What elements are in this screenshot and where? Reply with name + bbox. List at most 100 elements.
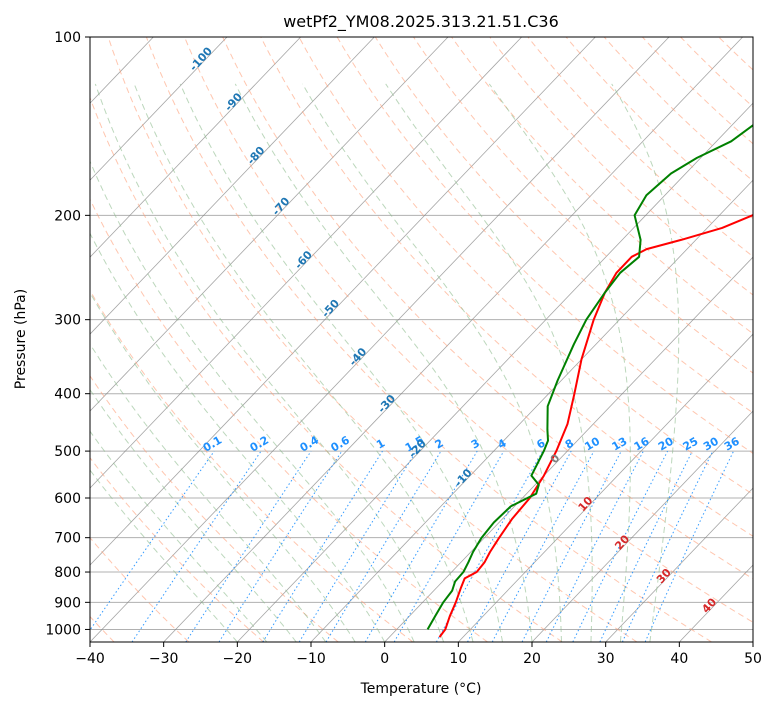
moist-adiabat-line (90, 232, 386, 642)
x-tick-label: 50 (744, 651, 762, 667)
dry-adiabat-line (336, 37, 753, 454)
moist-adiabat-line (90, 160, 415, 642)
isotherm-line (90, 37, 522, 489)
dry-adiabat-line (565, 37, 753, 220)
background-reference-lines (0, 37, 775, 642)
moist-adiabat-line (90, 388, 297, 642)
isotherm-label: -70 (270, 194, 293, 218)
isotherm-line (458, 333, 753, 642)
dry-adiabat-line (260, 37, 753, 537)
moist-adiabat-line (90, 430, 268, 642)
dry-adiabat-line (184, 37, 753, 623)
moist-adiabat-line (90, 469, 238, 642)
moist-adiabat-line (611, 83, 680, 642)
isotherm-line (163, 37, 743, 642)
isotherm-line (752, 641, 753, 642)
mixing-ratio-line (90, 450, 215, 631)
chart-title: wetPf2_YM08.2025.313.21.51.C36 (283, 12, 559, 32)
moist-adiabat-line (90, 343, 327, 642)
y-tick-label: 300 (54, 313, 81, 329)
y-tick-label: 600 (54, 491, 81, 507)
isotherm-line (90, 37, 670, 642)
dry-adiabat-line (757, 37, 775, 642)
x-axis: −40 −30 −20 −10 0 10 20 30 40 50 (75, 642, 762, 667)
dry-adiabat-line (107, 37, 638, 642)
y-tick-label: 1000 (45, 622, 81, 638)
isotherm-line (0, 37, 6, 642)
mixing-ratio-line (644, 450, 735, 642)
dry-adiabat-line (298, 37, 753, 496)
profile-series (426, 124, 753, 638)
isotherm-label: -80 (245, 144, 268, 168)
y-tick-label: 100 (54, 30, 81, 46)
mixing-ratio-label: 2 (433, 437, 446, 452)
isotherm-line (90, 37, 228, 181)
dry-adiabat-line (374, 37, 753, 414)
mixing-ratio-label: 4 (495, 436, 508, 451)
isotherm-line (90, 37, 449, 412)
isotherm-line (90, 37, 596, 566)
isotherm-label: -100 (187, 44, 215, 73)
mixing-ratio-line (325, 450, 442, 642)
reference-line-labels: 0.1 0.2 0.4 0.6 1 1.5 2 3 4 6 8 10 13 16 20 25 30 36-100-… (187, 44, 742, 615)
mixing-ratio-line (435, 450, 544, 642)
moist-adiabat-line (179, 83, 503, 642)
isotherm-label: -90 (222, 90, 245, 114)
isotherm-line (679, 564, 753, 642)
mixing-ratio-line (131, 450, 262, 642)
moist-adiabat-line (94, 83, 445, 642)
dry-adiabat-line (90, 96, 563, 642)
x-tick-label: 30 (597, 651, 615, 667)
x-tick-label: 0 (380, 651, 389, 667)
isotherm-line (531, 410, 753, 642)
x-tick-label: 40 (670, 651, 688, 667)
moist-adiabat-line (302, 83, 562, 642)
mixing-ratio-line (393, 450, 505, 642)
dry-adiabat-line (642, 37, 753, 145)
isotherm-label: 20 (612, 532, 632, 552)
x-tick-label: 20 (523, 651, 541, 667)
x-tick-label: −40 (75, 651, 105, 667)
y-tick-label: 500 (54, 444, 81, 460)
plot-frame (89, 36, 754, 643)
dry-adiabat-line (222, 37, 753, 580)
mixing-ratio-line (298, 450, 417, 642)
dry-adiabat-line (413, 37, 753, 374)
x-tick-label: −10 (296, 651, 326, 667)
mixing-ratio-line (185, 450, 312, 642)
isotherm-line (237, 102, 753, 642)
isotherm-label: -40 (346, 345, 369, 369)
x-axis-label: Temperature (°C) (360, 681, 482, 697)
isotherm-line (90, 37, 301, 258)
dry-adiabat-line (145, 37, 712, 642)
moist-adiabat-line (234, 83, 533, 642)
isotherm-label: -60 (292, 248, 315, 272)
mixing-ratio-line (218, 450, 343, 642)
isotherm-label: -30 (375, 392, 398, 416)
dry-adiabat-line (718, 37, 753, 71)
x-tick-label: −20 (223, 651, 253, 667)
dry-adiabat-line (527, 37, 753, 258)
isotherm-line (310, 179, 753, 642)
mixing-ratio-label: 1 (374, 437, 387, 452)
x-tick-label: 10 (449, 651, 467, 667)
mixing-ratio-line (467, 450, 572, 642)
temperature-line (438, 213, 753, 638)
isotherm-label: 40 (699, 595, 719, 615)
y-tick-label: 400 (54, 387, 81, 403)
y-tick-label: 700 (54, 531, 81, 547)
isotherm-label: -50 (319, 297, 342, 321)
isotherm-line (90, 37, 375, 335)
moist-adiabat-line (90, 291, 356, 642)
dry-adiabat-line (451, 37, 753, 335)
dry-adiabat-line (680, 37, 753, 108)
y-tick-label: 900 (54, 595, 81, 611)
x-tick-label: −30 (149, 651, 179, 667)
isotherm-label: 10 (576, 494, 596, 514)
dry-adiabat-line (489, 37, 753, 296)
dry-adiabat-line (90, 198, 488, 642)
dry-adiabat-line (90, 456, 264, 642)
y-tick-label: 800 (54, 565, 81, 581)
isotherm-line (384, 256, 753, 642)
